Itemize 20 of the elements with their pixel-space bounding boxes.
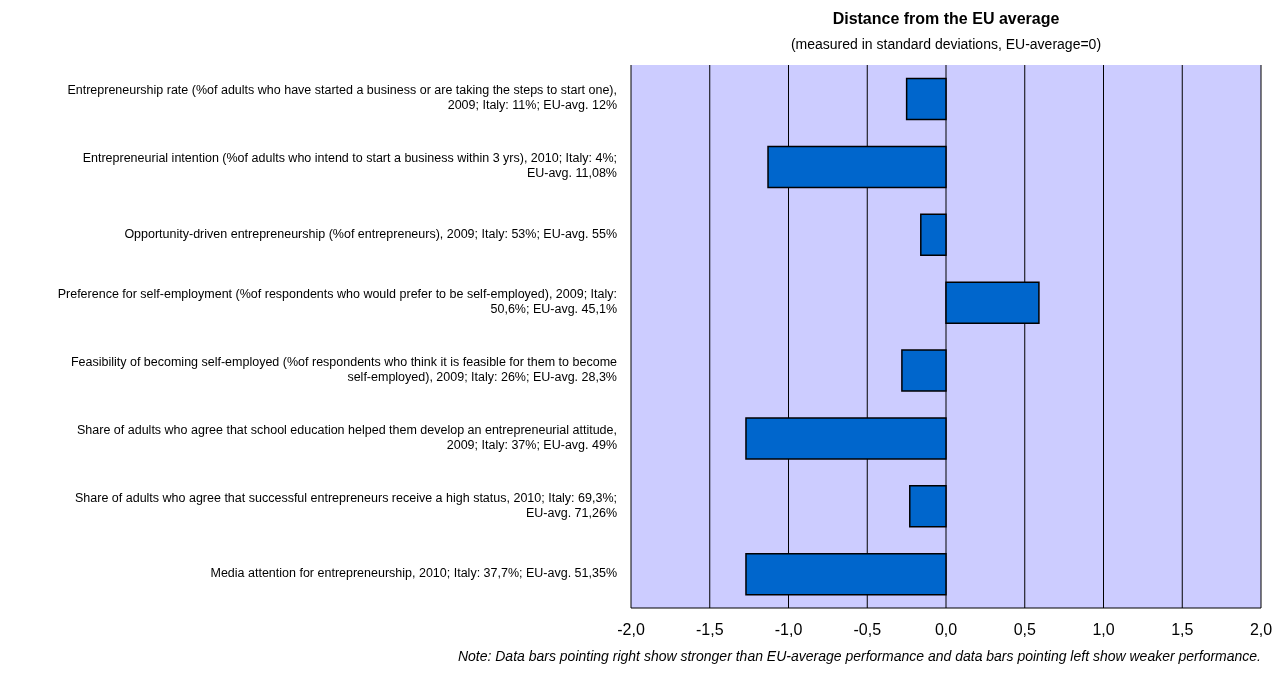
- x-tick-label: -2,0: [617, 621, 645, 639]
- chart-title: Distance from the EU average: [831, 10, 1061, 28]
- x-tick-label: -1,0: [774, 621, 803, 639]
- y-tick-label: Feasibility of becoming self-employed (%of respondents who think it is feasible for them to become self-employed), 2009; Italy: 26%; EU-avg. 28,3%: [70, 355, 618, 385]
- x-tick-label: 0,5: [1013, 621, 1036, 639]
- chart-subtitle: (measured in standard deviations, EU-average=0): [789, 36, 1103, 52]
- y-tick-label: Entrepreneurship rate (%of adults who have started a business or are taking the steps to start one), 2009; Italy: 11%; EU-avg. 12%: [67, 83, 617, 113]
- y-tick-label: Share of adults who agree that successful entrepreneurs receive a high status, 2010; Italy: 69,3%; EU-avg. 71,26%: [75, 490, 617, 520]
- x-tick-label: 1,0: [1092, 621, 1115, 639]
- x-tick-label: -1,5: [695, 621, 724, 639]
- x-tick-label: -0,5: [853, 621, 882, 639]
- y-tick-label: Media attention for entrepreneurship, 2010; Italy: 37,7%; EU-avg. 51,35%: [210, 566, 617, 581]
- text: Note: Data bars pointing right show stronger than EU-average performance and data bars pointing left show weaker performance.: [457, 648, 1261, 664]
- x-tick-label: 1,5: [1171, 621, 1194, 639]
- y-tick-label: Entrepreneurial intention (%of adults who intend to start a business within 3 yrs), 2010; Italy: 4%; EU-avg. 11,08%: [82, 151, 617, 181]
- x-tick-label: 2,0: [1249, 621, 1273, 639]
- x-tick-label: 0,0: [934, 621, 958, 639]
- y-tick-label: Preference for self-employment (%of respondents who would prefer to be self-employed), 2009; Italy: 50,6%; EU-avg. 45,1%: [57, 287, 617, 317]
- y-tick-label: Share of adults who agree that school education helped them develop an entrepreneurial attitude, 2009; Italy: 37%; EU-avg. 49%: [77, 423, 617, 453]
- y-tick-label: Opportunity-driven entrepreneurship (%of entrepreneurs), 2009; Italy: 53%; EU-avg. 55%: [124, 226, 617, 241]
